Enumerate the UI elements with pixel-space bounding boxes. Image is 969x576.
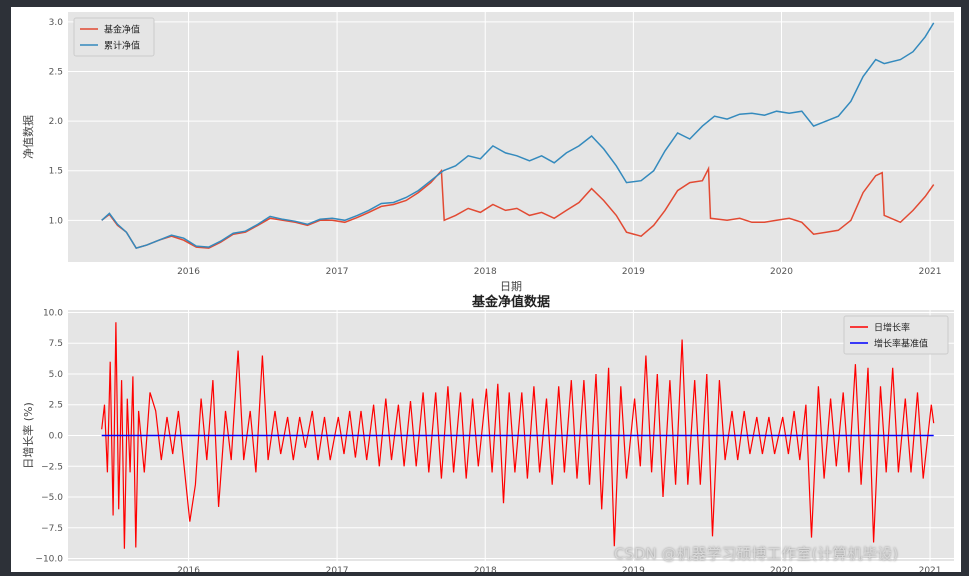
y-tick-label: 7.5 <box>49 339 63 349</box>
y-axis-label: 日增长率 (%) <box>21 402 35 469</box>
y-tick-label: −7.5 <box>41 524 63 534</box>
figure: 2016 2017 2018 2019 2020 2021 1.0 1.5 2.0 2.5 3.0 日… <box>11 7 961 576</box>
plot-area <box>68 12 954 262</box>
y-tick-label: 1.0 <box>49 216 64 226</box>
x-tick-label: 2016 <box>177 566 200 572</box>
x-tick-label: 2016 <box>177 267 200 277</box>
x-tick-label: 2017 <box>326 566 349 572</box>
x-tick-label: 2019 <box>622 267 645 277</box>
y-tick-label: −5.0 <box>41 493 63 503</box>
y-tick-label: 0.0 <box>49 432 64 442</box>
series-line-1 <box>101 165 935 249</box>
legend-box <box>843 315 949 355</box>
chart-title: 基金净值数据 <box>471 294 550 310</box>
legend-label: 基金净值 <box>104 24 140 36</box>
growth-chart: 2016 2017 2018 2019 2020 2021 10.0 7.5 5.0 2.5 0.0… <box>21 294 954 576</box>
series-line-2 <box>101 22 935 249</box>
legend-label: 累计净值 <box>104 40 140 52</box>
y-axis-label: 净值数据 <box>21 115 35 159</box>
y-tick-label: −10.0 <box>35 555 63 565</box>
x-tick-label: 2017 <box>326 267 349 277</box>
x-tick-label: 2019 <box>622 566 645 572</box>
series-line-1 <box>101 322 935 549</box>
y-tick-label: 2.5 <box>49 401 63 411</box>
x-tick-label: 2018 <box>474 566 497 572</box>
x-tick-label: 2021 <box>919 267 942 277</box>
legend-label: 日增长率 <box>874 322 910 334</box>
x-tick-label: 2021 <box>919 566 942 572</box>
y-tick-label: −2.5 <box>41 462 63 472</box>
y-tick-label: 1.5 <box>49 167 63 177</box>
y-tick-label: 2.5 <box>49 68 63 78</box>
y-tick-label: 5.0 <box>49 370 64 380</box>
charts-canvas: 2016 2017 2018 2019 2020 2021 1.0 1.5 2.0 2.5 3.0 日… <box>21 12 954 576</box>
y-tick-label: 2.0 <box>49 117 64 127</box>
x-tick-label: 2018 <box>474 267 497 277</box>
nav-chart: 2016 2017 2018 2019 2020 2021 1.0 1.5 2.0 2.5 3.0 日… <box>21 12 954 293</box>
legend-box <box>73 17 155 57</box>
legend-label: 增长率基准值 <box>874 338 928 350</box>
x-axis-label: 日期 <box>500 280 522 293</box>
y-tick-label: 3.0 <box>49 18 64 28</box>
watermark: CSDN @机器学习硕博工作室(计算机毕设) <box>614 545 899 563</box>
x-tick-label: 2020 <box>770 566 793 572</box>
x-tick-label: 2020 <box>770 267 793 277</box>
y-tick-label: 10.0 <box>43 308 63 318</box>
